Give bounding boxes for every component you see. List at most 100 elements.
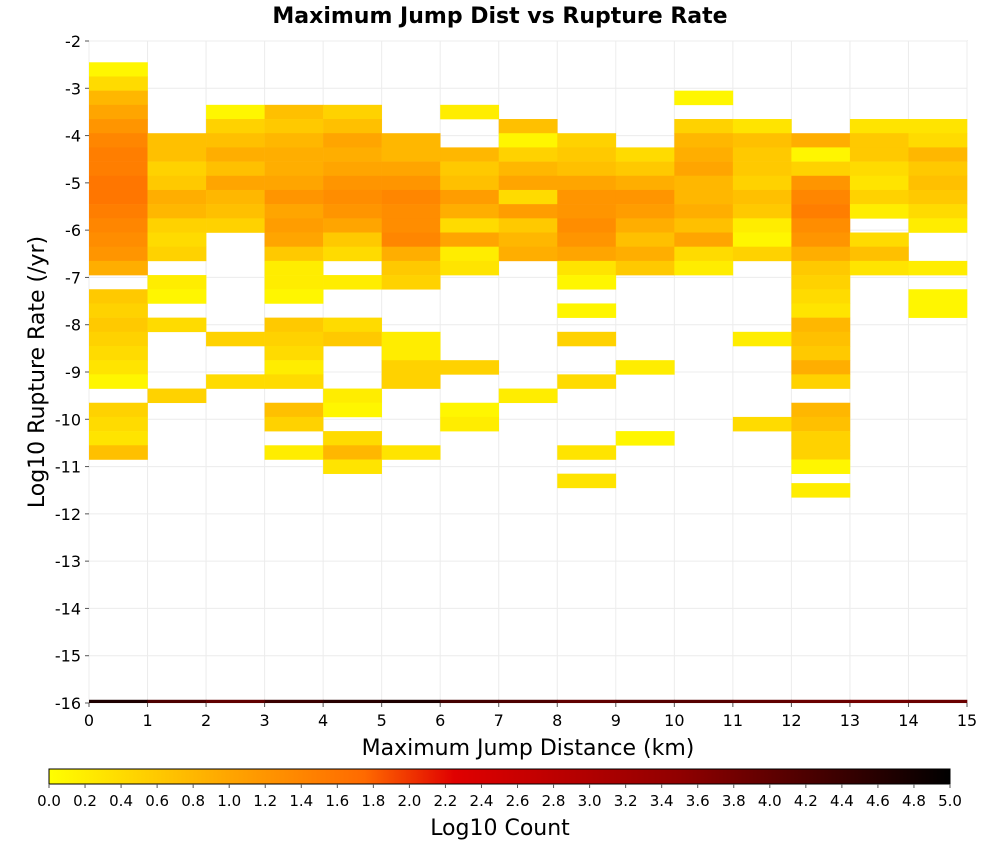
heatmap-cell <box>89 360 148 375</box>
heatmap-cell <box>791 303 851 318</box>
heatmap-cell <box>264 104 324 120</box>
heatmap-cell <box>381 699 441 703</box>
heatmap-cell <box>264 317 324 333</box>
heatmap-cell <box>440 218 500 233</box>
heatmap-cell <box>615 431 675 446</box>
heatmap-cell <box>791 204 851 219</box>
heatmap-cell <box>498 161 558 177</box>
heatmap-cell <box>557 232 617 247</box>
heatmap-cell <box>206 133 265 148</box>
colorbar-tick-label: 0.4 <box>109 792 133 810</box>
heatmap-cell <box>323 246 382 262</box>
heatmap-cell <box>615 204 675 219</box>
heatmap-cell <box>674 260 734 276</box>
heatmap-cell <box>732 246 792 262</box>
heatmap-cell <box>440 189 500 205</box>
heatmap-cell <box>381 133 441 148</box>
colorbar-tick-label: 3.0 <box>578 792 602 810</box>
heatmap-cell <box>89 147 148 162</box>
heatmap-cell <box>557 331 617 347</box>
heatmap-cell <box>557 473 617 489</box>
heatmap-cell <box>381 374 441 389</box>
heatmap-cell <box>89 90 148 106</box>
heatmap-cell <box>849 260 909 276</box>
heatmap-cell <box>323 275 382 290</box>
x-axis-ticks: 0 1 2 3 4 5 6 7 8 9 10 11 12 13 14 15 <box>84 703 977 730</box>
colorbar-tick-label: 4.0 <box>758 792 782 810</box>
heatmap-cell <box>89 204 148 219</box>
heatmap-cell <box>147 189 207 205</box>
y-axis-label: Log10 Rupture Rate (/yr) <box>25 236 50 508</box>
heatmap-cell <box>557 260 617 276</box>
heatmap-cell <box>381 161 441 177</box>
heatmap-cell <box>908 147 968 162</box>
heatmap-cell <box>89 303 148 318</box>
heatmap-cell <box>498 189 558 205</box>
heatmap-cell <box>674 218 734 233</box>
heatmap-cell <box>323 331 382 347</box>
heatmap-cell <box>323 317 382 333</box>
y-tick-label: -9 <box>65 363 81 382</box>
heatmap-cell <box>323 161 382 177</box>
heatmap-cell <box>849 246 909 262</box>
heatmap-cell <box>849 119 909 134</box>
heatmap-cell <box>264 147 324 162</box>
x-tick-label: 1 <box>142 711 152 730</box>
heatmap-cell <box>557 133 617 148</box>
heatmap-cell <box>206 147 265 162</box>
heatmap-cell <box>498 119 558 134</box>
heatmap-cell <box>498 388 558 404</box>
heatmap-cell <box>674 175 734 191</box>
heatmap-cell <box>849 232 909 247</box>
heatmap-cell <box>908 189 968 205</box>
colorbar-tick-label: 2.4 <box>470 792 494 810</box>
heatmap-cell <box>323 218 382 233</box>
heatmap-cell <box>264 289 324 304</box>
heatmap-cell <box>381 218 441 233</box>
heatmap-cell <box>381 331 441 347</box>
heatmap-cell <box>791 246 851 262</box>
heatmap-cell <box>908 133 968 148</box>
heatmap-cell <box>674 161 734 177</box>
heatmap-cell <box>89 416 148 432</box>
heatmap-cell <box>206 374 265 389</box>
heatmap-cell <box>89 431 148 446</box>
heatmap-cell <box>381 345 441 361</box>
heatmap-cell <box>264 246 324 262</box>
heatmap-cell <box>674 90 734 106</box>
heatmap-cell <box>498 147 558 162</box>
heatmap-cell <box>264 218 324 233</box>
colorbar-tick-label: 1.0 <box>217 792 241 810</box>
heatmap-cell <box>323 147 382 162</box>
y-tick-label: -2 <box>65 32 81 51</box>
heatmap-cell <box>89 218 148 233</box>
heatmap-cell <box>264 374 324 389</box>
heatmap-cell <box>732 119 792 134</box>
heatmap-cell <box>791 431 851 446</box>
heatmap-cell <box>264 402 324 418</box>
heatmap-cell <box>615 161 675 177</box>
heatmap-cell <box>264 133 324 148</box>
heatmap-cell <box>791 360 851 375</box>
x-tick-label: 15 <box>957 711 977 730</box>
heatmap-cell <box>381 175 441 191</box>
heatmap-cell <box>908 699 968 703</box>
heatmap-cell <box>674 119 734 134</box>
colorbar-tick-label: 2.8 <box>542 792 566 810</box>
x-tick-label: 6 <box>435 711 445 730</box>
heatmap-cell <box>264 119 324 134</box>
heatmap-cell <box>849 161 909 177</box>
x-tick-label: 14 <box>898 711 918 730</box>
heatmap-cell <box>791 345 851 361</box>
heatmap-cell <box>89 374 148 389</box>
heatmap-cell <box>323 104 382 120</box>
heatmap-cell <box>89 161 148 177</box>
heatmap-cell <box>206 189 265 205</box>
heatmap-cell <box>440 104 500 120</box>
heatmap-cell <box>440 360 500 375</box>
colorbar-tick-label: 1.6 <box>325 792 349 810</box>
heatmap-cell <box>440 260 500 276</box>
heatmap-cell <box>264 260 324 276</box>
heatmap-cell <box>323 431 382 446</box>
colorbar <box>48 768 951 785</box>
